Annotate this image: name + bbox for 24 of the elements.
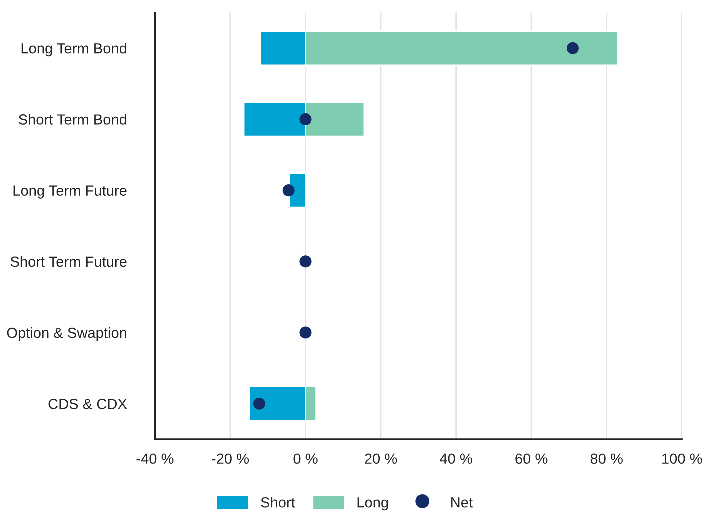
x-tick-label: 60 %: [516, 454, 548, 464]
point: [253, 398, 266, 410]
bar: [288, 172, 306, 208]
legend-label: Short: [261, 497, 296, 508]
legend-label: Net: [452, 498, 473, 508]
x-tick-label: 100 %: [662, 454, 702, 464]
y-tick-label: CDS & CDX: [48, 399, 128, 410]
y-tick-label: Option & Swaption: [7, 328, 126, 342]
point: [300, 326, 312, 339]
legend-label: Long: [358, 498, 388, 511]
point: [300, 256, 312, 268]
x-tick-label: 40 %: [440, 454, 472, 464]
x-tick-label: 20 %: [365, 454, 398, 464]
y-tick-label: Long Term Bond: [22, 43, 127, 57]
y-tick-label: Long Term Future: [14, 186, 127, 199]
point: [300, 113, 312, 126]
x-tick-label: 80 %: [590, 454, 623, 464]
x-tick-label: -20 %: [212, 454, 250, 464]
x-tick-label: -40 %: [136, 454, 174, 464]
y-tick-label: Short Term Future: [10, 256, 127, 268]
point: [566, 42, 579, 54]
x-tick-label: 0 %: [294, 454, 318, 464]
y-tick-label: Short Term Bond: [18, 114, 127, 125]
point: [282, 184, 295, 197]
